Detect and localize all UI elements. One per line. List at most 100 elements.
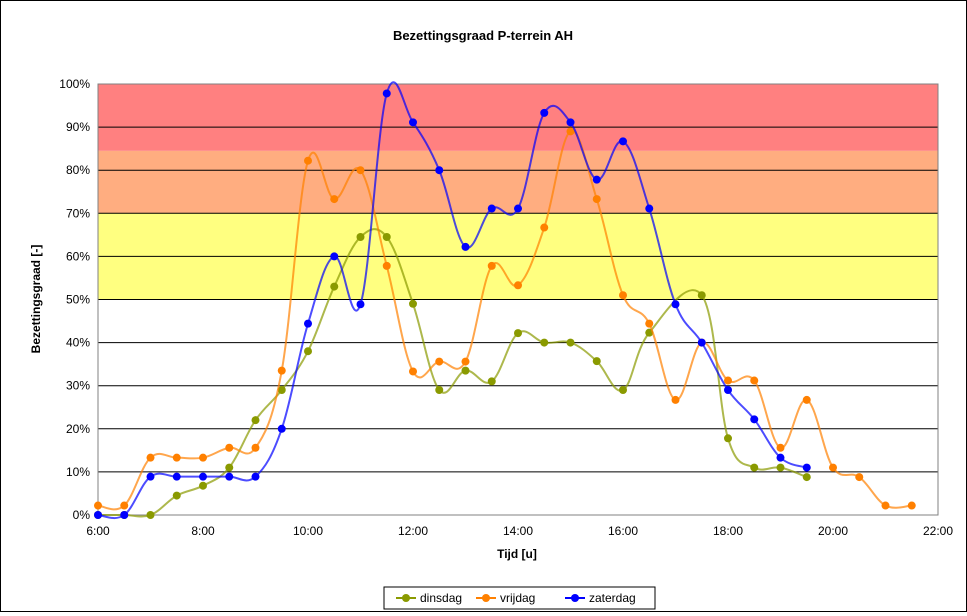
data-point-vrijdag [907,501,916,510]
y-axis-label: Bezettingsgraad [-] [29,245,43,354]
data-point-zaterdag [120,511,129,519]
data-point-vrijdag [855,473,864,482]
legend-swatch-marker [571,594,579,602]
data-point-vrijdag [566,127,575,136]
x-tick-label: 22:00 [923,524,953,538]
y-tick-label: 70% [66,206,90,220]
legend-swatch-marker [402,594,410,602]
y-tick-label: 20% [66,422,90,436]
data-point-dinsdag [802,473,811,482]
x-tick-label: 20:00 [818,524,848,538]
data-point-zaterdag [802,463,811,472]
y-tick-label: 10% [66,465,90,479]
series-line-vrijdag [97,130,912,511]
data-point-zaterdag [356,300,365,309]
data-point-zaterdag [514,204,522,213]
legend-label: dinsdag [420,591,462,605]
data-point-dinsdag [225,463,234,472]
y-tick-label: 0% [73,508,91,522]
data-point-zaterdag [697,338,706,347]
threshold-bands [98,84,938,300]
data-point-vrijdag [776,443,785,452]
data-point-zaterdag [382,89,391,98]
data-point-vrijdag [94,501,102,510]
x-tick-labels: 6:00 8:00 10:00 12:00 14:00 16:00 18:00 20:00 22… [86,524,953,538]
data-point-vrijdag [251,443,260,452]
y-tick-label: 100% [59,77,90,91]
data-point-vrijdag [750,376,759,385]
data-point-zaterdag [776,453,785,462]
series-zaterdag [94,81,811,520]
data-point-dinsdag [304,347,312,356]
data-point-dinsdag [776,463,785,472]
x-axis-label: Tijd [u] [497,547,537,561]
plot-area-border [97,83,939,516]
y-tick-labels: 0% 10% 20% 30% 40% 50% 60% 70% 80% 90% 100% [59,77,90,522]
data-point-dinsdag [540,338,549,347]
data-point-zaterdag [225,472,234,481]
x-tick-label: 18:00 [713,524,743,538]
data-point-vrijdag [514,281,522,290]
data-point-dinsdag [697,291,706,300]
data-point-vrijdag [225,443,234,452]
data-point-dinsdag [146,511,155,519]
data-point-vrijdag [330,195,339,204]
data-point-dinsdag [251,416,260,425]
data-point-vrijdag [199,453,207,462]
data-point-dinsdag [199,481,207,490]
data-point-vrijdag [671,395,680,404]
data-point-dinsdag [461,366,470,375]
legend-box [383,586,656,610]
data-point-vrijdag [435,357,444,366]
data-point-zaterdag [724,386,732,395]
y-tick-label: 60% [66,249,90,263]
gridlines [98,126,938,473]
data-point-vrijdag [592,195,601,204]
data-point-zaterdag [409,118,417,127]
data-point-vrijdag [619,291,627,300]
x-tick-label: 10:00 [293,524,323,538]
y-tick-label: 50% [66,293,90,307]
x-tick-label: 16:00 [608,524,638,538]
x-tick-label: 12:00 [398,524,428,538]
data-point-dinsdag [409,299,417,308]
data-point-zaterdag [592,175,601,184]
data-point-dinsdag [435,386,444,395]
data-point-dinsdag [514,329,522,338]
data-point-zaterdag [277,424,286,433]
data-point-vrijdag [461,357,470,366]
data-point-dinsdag [724,434,732,443]
legend-label: zaterdag [589,591,636,605]
data-point-dinsdag [592,357,601,366]
data-point-zaterdag [435,166,444,175]
data-point-vrijdag [645,319,654,328]
data-point-zaterdag [199,472,207,481]
data-point-vrijdag [146,453,155,462]
threshold-band-2 [98,84,938,151]
data-point-vrijdag [802,395,811,404]
data-point-vrijdag [487,261,496,270]
data-point-dinsdag [566,338,575,347]
data-point-vrijdag [881,501,890,510]
data-point-dinsdag [172,491,181,500]
data-point-zaterdag [750,415,759,424]
y-tick-label: 80% [66,163,90,177]
legend: dinsdag vrijdag zaterdag [383,586,656,610]
x-tick-label: 14:00 [503,524,533,538]
data-point-zaterdag [146,472,155,481]
legend-label: vrijdag [500,591,535,605]
data-point-vrijdag [724,376,732,385]
series-dinsdag [94,228,811,519]
threshold-band-1 [98,150,938,214]
data-point-vrijdag [356,166,365,175]
data-point-zaterdag [566,118,575,127]
data-point-dinsdag [382,233,391,242]
data-point-zaterdag [94,511,102,519]
data-point-vrijdag [120,501,129,510]
data-point-dinsdag [356,233,365,242]
data-point-dinsdag [619,386,627,395]
data-point-zaterdag [540,108,549,117]
series-vrijdag [94,127,916,511]
